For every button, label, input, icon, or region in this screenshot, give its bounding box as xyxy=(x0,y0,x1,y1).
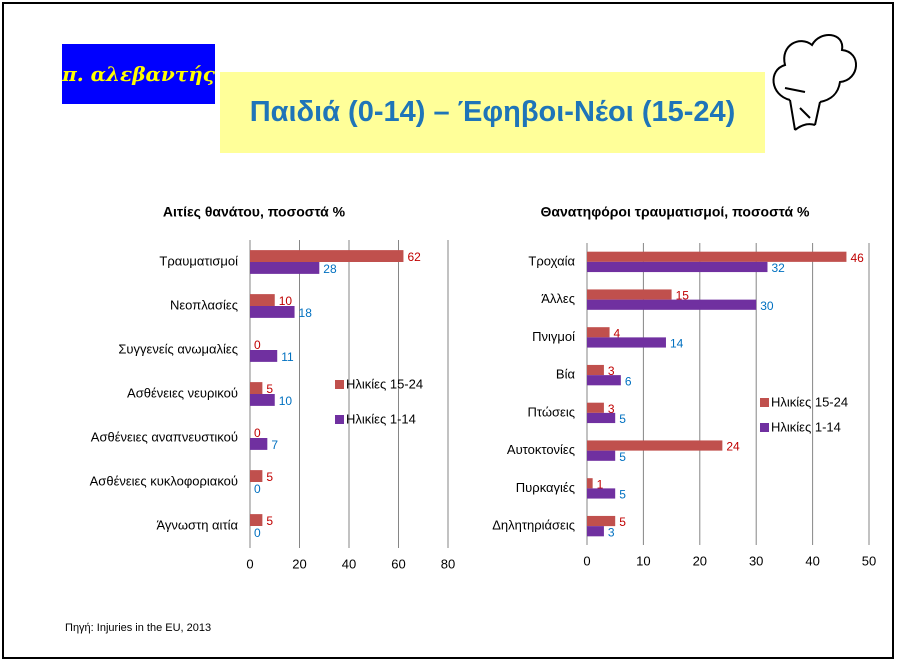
value-label: 5 xyxy=(619,450,626,464)
chart-title: Θανατηφόροι τραυματισμοί, ποσοστά % xyxy=(541,204,811,220)
bar xyxy=(587,488,616,499)
value-label: 11 xyxy=(281,350,294,364)
value-label: 18 xyxy=(299,306,313,320)
bar xyxy=(587,364,604,376)
x-tick-label: 40 xyxy=(342,556,356,571)
category-label: Πυρκαγιές xyxy=(516,480,575,495)
bar xyxy=(587,478,593,489)
value-label: 5 xyxy=(266,514,273,528)
bar xyxy=(250,470,263,482)
bar xyxy=(587,526,604,537)
x-tick-label: 20 xyxy=(693,553,707,568)
value-label: 5 xyxy=(619,515,626,529)
value-label: 5 xyxy=(266,382,273,396)
x-tick-label: 0 xyxy=(583,553,590,568)
bar xyxy=(587,450,616,461)
x-tick-label: 60 xyxy=(391,556,405,571)
category-label: Δηλητηριάσεις xyxy=(492,518,575,533)
logo: π. αλεβαντής xyxy=(62,44,215,104)
x-tick-label: 40 xyxy=(805,553,819,568)
category-label: Ασθένειες κυκλοφοριακού xyxy=(90,473,238,488)
value-label: 5 xyxy=(619,488,626,502)
category-label: Βία xyxy=(556,367,576,382)
category-label: Πνιγμοί xyxy=(532,329,575,344)
value-label: 1 xyxy=(597,477,604,491)
x-tick-label: 30 xyxy=(749,553,763,568)
value-label: 7 xyxy=(271,438,278,452)
value-label: 0 xyxy=(254,426,261,440)
x-tick-label: 50 xyxy=(862,553,876,568)
value-label: 0 xyxy=(254,338,261,352)
bar xyxy=(587,402,604,413)
chef-hat-icon xyxy=(772,34,857,131)
value-label: 6 xyxy=(625,374,632,388)
category-label: Τροχαία xyxy=(528,253,575,268)
legend-label: Ηλικίες 15-24 xyxy=(771,394,848,409)
value-label: 0 xyxy=(254,482,261,496)
value-label: 3 xyxy=(608,402,615,416)
value-label: 3 xyxy=(608,364,615,378)
value-label: 14 xyxy=(670,337,684,351)
x-tick-label: 20 xyxy=(292,556,306,571)
legend-label: Ηλικίες 15-24 xyxy=(346,376,423,391)
value-label: 4 xyxy=(614,326,621,340)
value-label: 3 xyxy=(608,525,615,539)
category-label: Ασθένειες νευρικού xyxy=(127,385,238,400)
bar xyxy=(587,299,757,310)
chart-title: Αιτίες θανάτου, ποσοστά % xyxy=(163,204,346,220)
category-label: Νεοπλασίες xyxy=(170,297,238,312)
value-label: 10 xyxy=(279,294,293,308)
value-label: 24 xyxy=(726,440,740,454)
category-label: Τραυματισμοί xyxy=(159,253,238,268)
bar xyxy=(250,262,320,274)
value-label: 30 xyxy=(760,299,774,313)
bar xyxy=(250,294,275,306)
bar xyxy=(587,515,616,527)
bar xyxy=(587,289,672,300)
legend-swatch xyxy=(760,423,769,432)
category-label: Συγγενείς ανωμαλίες xyxy=(118,341,238,356)
bar xyxy=(587,412,616,424)
category-label: Άγνωστη αιτία xyxy=(156,517,238,532)
legend-swatch xyxy=(335,415,344,424)
value-label: 0 xyxy=(254,526,261,540)
source-note: Πηγή: Injuries in the EU, 2013 xyxy=(65,622,212,634)
bar xyxy=(250,350,278,362)
bar xyxy=(587,375,621,386)
bar xyxy=(587,440,723,451)
value-label: 62 xyxy=(407,250,421,264)
bar xyxy=(587,251,847,262)
value-label: 46 xyxy=(850,251,864,265)
category-label: Άλλες xyxy=(541,291,575,306)
value-label: 5 xyxy=(619,412,626,426)
bar xyxy=(587,261,768,273)
category-label: Πτώσεις xyxy=(528,404,575,419)
bar xyxy=(587,327,610,338)
bar xyxy=(250,394,275,406)
bar xyxy=(250,438,268,450)
legend-swatch xyxy=(760,398,769,407)
bar xyxy=(250,250,404,262)
legend-label: Ηλικίες 1-14 xyxy=(771,419,841,434)
slide-title: Παιδιά (0-14) – Έφηβοι-Νέοι (15-24) xyxy=(220,72,765,153)
x-tick-label: 10 xyxy=(636,553,650,568)
category-label: Ασθένειες αναπνευστικού xyxy=(91,429,238,444)
value-label: 5 xyxy=(266,470,273,484)
value-label: 10 xyxy=(279,394,293,408)
bar xyxy=(250,514,263,526)
legend-label: Ηλικίες 1-14 xyxy=(346,411,416,426)
category-label: Αυτοκτονίες xyxy=(507,442,575,457)
bar xyxy=(250,382,263,394)
value-label: 32 xyxy=(771,261,785,275)
bar xyxy=(587,337,666,348)
legend-swatch xyxy=(335,380,344,389)
value-label: 15 xyxy=(676,289,690,303)
bar xyxy=(250,306,295,318)
x-tick-label: 80 xyxy=(441,556,455,571)
value-label: 28 xyxy=(323,262,337,276)
x-tick-label: 0 xyxy=(246,556,253,571)
